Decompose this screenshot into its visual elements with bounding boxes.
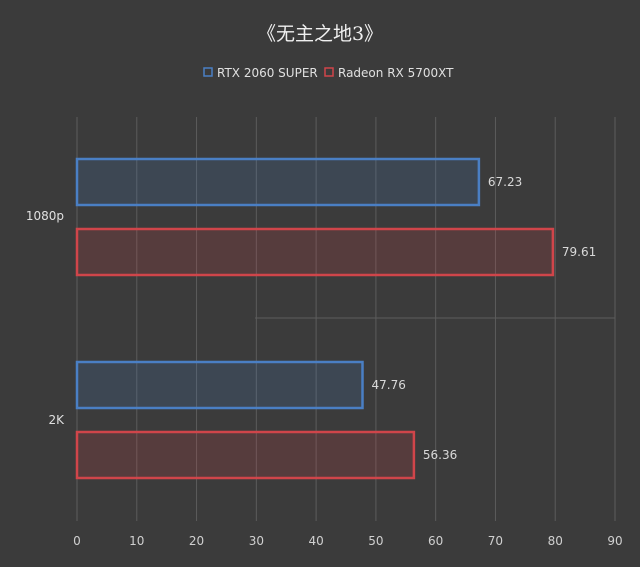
bar bbox=[75, 157, 481, 207]
legend-swatch bbox=[203, 67, 213, 77]
data-label: 47.76 bbox=[371, 378, 405, 392]
bar bbox=[75, 360, 364, 410]
legend-label: Radeon RX 5700XT bbox=[338, 66, 454, 80]
x-tick-label: 70 bbox=[488, 534, 503, 548]
bars bbox=[75, 157, 555, 480]
x-tick-label: 90 bbox=[607, 534, 622, 548]
bar bbox=[75, 227, 555, 277]
legend: RTX 2060 SUPER Radeon RX 5700XT bbox=[203, 66, 454, 80]
bar-glow bbox=[77, 362, 363, 408]
legend-label: RTX 2060 SUPER bbox=[217, 66, 318, 80]
data-label: 79.61 bbox=[562, 245, 596, 259]
x-tick-label: 50 bbox=[368, 534, 383, 548]
bar-glow bbox=[77, 432, 414, 478]
bar-glow bbox=[77, 229, 553, 275]
bar bbox=[75, 430, 416, 480]
x-tick-label: 80 bbox=[548, 534, 563, 548]
bar-glow bbox=[77, 159, 479, 205]
x-tick-label: 30 bbox=[249, 534, 264, 548]
data-labels: 1080p 67.23 79.61 2K 47.76 56.36 bbox=[26, 175, 596, 462]
category-label: 2K bbox=[48, 413, 65, 427]
x-tick-label: 40 bbox=[308, 534, 323, 548]
x-tick-label: 60 bbox=[428, 534, 443, 548]
category-label: 1080p bbox=[26, 209, 64, 223]
legend-swatch bbox=[324, 67, 334, 77]
chart-title: 《无主之地3》 bbox=[257, 23, 383, 45]
x-axis: 0 10 20 30 40 50 60 70 80 90 bbox=[73, 534, 622, 548]
x-tick-label: 10 bbox=[129, 534, 144, 548]
data-label: 67.23 bbox=[488, 175, 522, 189]
data-label: 56.36 bbox=[423, 448, 457, 462]
x-tick-label: 20 bbox=[189, 534, 204, 548]
x-tick-label: 0 bbox=[73, 534, 81, 548]
